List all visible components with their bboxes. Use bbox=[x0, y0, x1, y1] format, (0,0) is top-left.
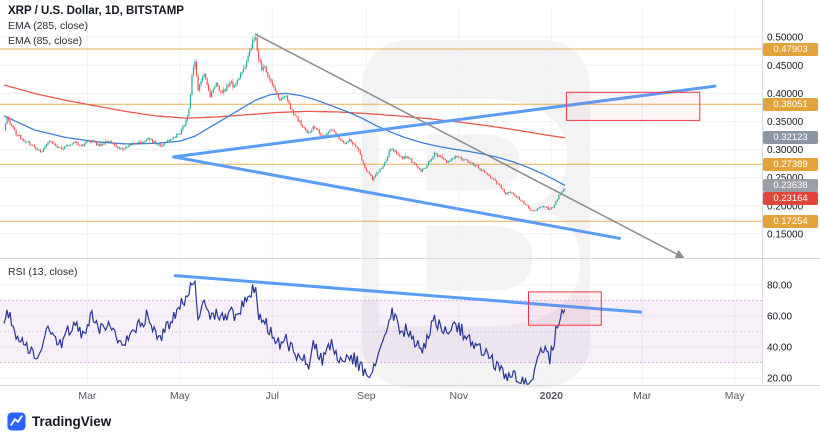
time-tick-label: Nov bbox=[449, 390, 468, 402]
time-tick-label: May bbox=[725, 390, 746, 402]
indicator-ema-285[interactable]: EMA (285, close) bbox=[8, 20, 88, 32]
rsi-tick-label: 40.00 bbox=[767, 343, 792, 354]
tradingview-logo-icon[interactable] bbox=[7, 412, 26, 431]
candles-up bbox=[4, 37, 566, 212]
rsi-band bbox=[0, 300, 762, 363]
trendline-1[interactable] bbox=[172, 155, 621, 240]
trendline-3[interactable] bbox=[254, 33, 685, 258]
price-tick-label: 0.30000 bbox=[767, 145, 804, 156]
price-badge-level: 0.38051 bbox=[763, 97, 818, 111]
price-tick-label: 0.35000 bbox=[767, 117, 804, 128]
candles-down bbox=[7, 37, 554, 212]
rsi-pane[interactable] bbox=[3, 274, 643, 385]
price-tick-label: 0.50000 bbox=[767, 33, 804, 44]
highlight-box-1[interactable] bbox=[565, 91, 701, 121]
price-badge-level: 0.47903 bbox=[763, 42, 818, 56]
price-badge-ema-285: 0.32123 bbox=[763, 131, 818, 145]
tradingview-footer[interactable]: TradingView bbox=[7, 412, 111, 431]
time-tick-label: Jul bbox=[266, 390, 279, 402]
rsi-tick-label: 60.00 bbox=[767, 312, 792, 323]
time-tick-label: Mar bbox=[633, 390, 652, 402]
price-pane[interactable] bbox=[3, 32, 717, 258]
highlight-box-2[interactable] bbox=[528, 291, 602, 326]
trendline-4[interactable] bbox=[173, 274, 643, 314]
chart-legend: XRP / U.S. Dollar, 1D, BITSTAMP EMA (285… bbox=[8, 5, 184, 47]
price-axis[interactable]: 0.50000 0.45000 0.40000 0.35000 0.30000 0.250… bbox=[767, 33, 804, 385]
rsi-tick-label: 20.00 bbox=[767, 374, 792, 385]
ema-285-line[interactable] bbox=[3, 84, 565, 139]
price-tick-label: 0.15000 bbox=[767, 229, 804, 240]
indicator-ema-85[interactable]: EMA (85, close) bbox=[8, 35, 83, 47]
time-tick-label: Sep bbox=[357, 390, 376, 402]
price-badge-level: 0.17254 bbox=[763, 214, 818, 228]
time-tick-label: Mar bbox=[78, 390, 97, 402]
trendline-2[interactable] bbox=[172, 84, 717, 159]
grid bbox=[0, 8, 762, 385]
time-axis[interactable]: Mar May Jul Sep Nov 2020 Mar May bbox=[78, 390, 745, 402]
time-tick-label: May bbox=[170, 390, 191, 402]
price-tick-label: 0.45000 bbox=[767, 61, 804, 72]
price-badge-last-price: 0.23164 bbox=[763, 192, 818, 206]
horizontal-level-lines[interactable] bbox=[0, 48, 762, 222]
rsi-tick-label: 80.00 bbox=[767, 281, 792, 292]
rsi-line bbox=[3, 279, 566, 385]
ema-85-line[interactable] bbox=[3, 92, 566, 187]
symbol-title[interactable]: XRP / U.S. Dollar, 1D, BITSTAMP bbox=[8, 5, 184, 17]
time-tick-label: 2020 bbox=[540, 390, 564, 402]
price-tick-label: 0.25000 bbox=[767, 173, 804, 184]
price-tick-label: 0.40000 bbox=[767, 89, 804, 100]
price-badge-ema-85: 0.23638 bbox=[763, 178, 818, 192]
price-tick-label: 0.20000 bbox=[767, 201, 804, 212]
tradingview-brand-label[interactable]: TradingView bbox=[32, 414, 112, 429]
price-badge-level: 0.27389 bbox=[763, 157, 818, 171]
indicator-rsi[interactable]: RSI (13, close) bbox=[8, 266, 78, 278]
